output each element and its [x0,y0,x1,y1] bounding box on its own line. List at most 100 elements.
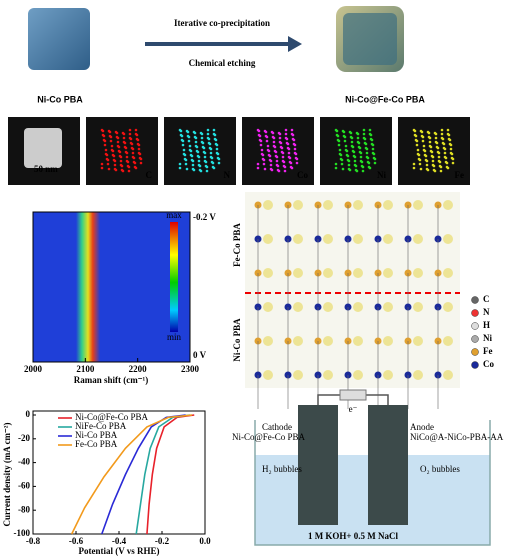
eds-dot [184,162,188,166]
eds-dot [107,167,111,171]
eds-dot [295,157,299,161]
eds-dot [282,160,286,164]
x-tick-label: -0.6 [69,536,84,546]
eds-dot [448,138,452,142]
eds-dot [122,132,126,136]
eds-dot [262,158,266,162]
eds-dot [447,133,451,137]
series-line [101,414,186,535]
eds-dot [257,129,261,133]
eds-dot [118,150,122,154]
eds-dot [190,154,194,158]
eds-dot [203,151,207,155]
eds-tile [320,117,392,185]
legend-label: C [483,294,490,304]
lattice-lobe [383,200,393,210]
lattice-lobe [323,370,333,380]
eds-dot [421,135,425,139]
eds-dot [113,163,117,167]
eds-dot [275,155,279,159]
electrolyzer-panel: e⁻ Cathode Ni-Co@Fe-Co PBA Anode NiCo@A-… [232,389,504,546]
cube-core [343,13,397,65]
eds-dot [129,137,133,141]
eds-dot [346,154,350,158]
eds-dot [341,167,345,171]
eds-tile [242,117,314,185]
eds-dot [187,135,191,139]
eds-dot [201,141,205,145]
eds-dot [441,137,445,141]
plot-frame [32,211,191,363]
lattice-lobe [323,336,333,346]
legend-label: N [483,307,490,317]
lattice-lobe [443,268,453,278]
eds-dot [119,159,123,163]
eds-dot [212,166,216,170]
tank [254,420,491,546]
lattice-lobe [353,302,363,312]
eds-dot [187,139,191,143]
eds-dot [415,139,419,143]
arrow-head [288,36,302,52]
electrode-material: NiCo@A-NiCo-PBA-AA [410,432,504,442]
eds-dot [259,139,263,143]
eds-dot [138,152,142,156]
lattice-lobe [413,234,423,244]
eds-dot [294,152,298,156]
eds-dot [212,128,216,132]
eds-dot [423,149,427,153]
eds-dot [418,158,422,162]
eds-dot [426,168,430,172]
series-line [135,414,191,535]
eds-dot [449,143,453,147]
eds-dot [422,144,426,148]
eds-dot [100,166,104,170]
legend-label: Co [483,359,494,369]
eds-dot [335,129,339,133]
eds-dot [358,146,362,150]
eds-dot [180,134,184,138]
eds-dot [135,133,139,137]
eds-dot [100,162,104,166]
x-tick-label: 2100 [76,364,95,374]
eds-dot [442,142,446,146]
lattice-lobe [413,200,423,210]
eds-dot [125,155,129,159]
eds-dot [272,136,276,140]
eds-dot [416,148,420,152]
eds-dot [178,166,182,170]
eds-dot [217,157,221,161]
eds-dot [428,140,432,144]
eds-dot [258,134,262,138]
x-tick-label: -0.4 [112,536,127,546]
eds-dot [363,137,367,141]
eds-dot [109,135,113,139]
lattice-lobe [383,268,393,278]
eds-dot [365,147,369,151]
eds-dot [353,159,357,163]
lattice-lobe [323,302,333,312]
eds-dot [424,154,428,158]
eds-dot [451,161,455,165]
y-tick-label: -100 [14,528,31,538]
eds-dot [131,147,135,151]
eds-dot [359,155,363,159]
eds-dot [192,168,196,172]
eds-dot [359,151,363,155]
eds-dot [215,147,219,151]
eds-dot [103,143,107,147]
legend-label: H [483,320,490,330]
lattice-lobe [293,200,303,210]
eds-dot [345,149,349,153]
eds-dot [200,132,204,136]
eds-dot [104,148,108,152]
eds-dot [415,143,419,147]
sample-label: Ni-Co@Fe-Co PBA [345,94,425,104]
y-tick-label: -40 [18,457,30,467]
eds-dot [350,140,354,144]
eds-dot [281,151,285,155]
lattice-lobe [443,200,453,210]
eds-dot [440,128,444,132]
eds-dot [181,139,185,143]
eds-dot [206,132,210,136]
